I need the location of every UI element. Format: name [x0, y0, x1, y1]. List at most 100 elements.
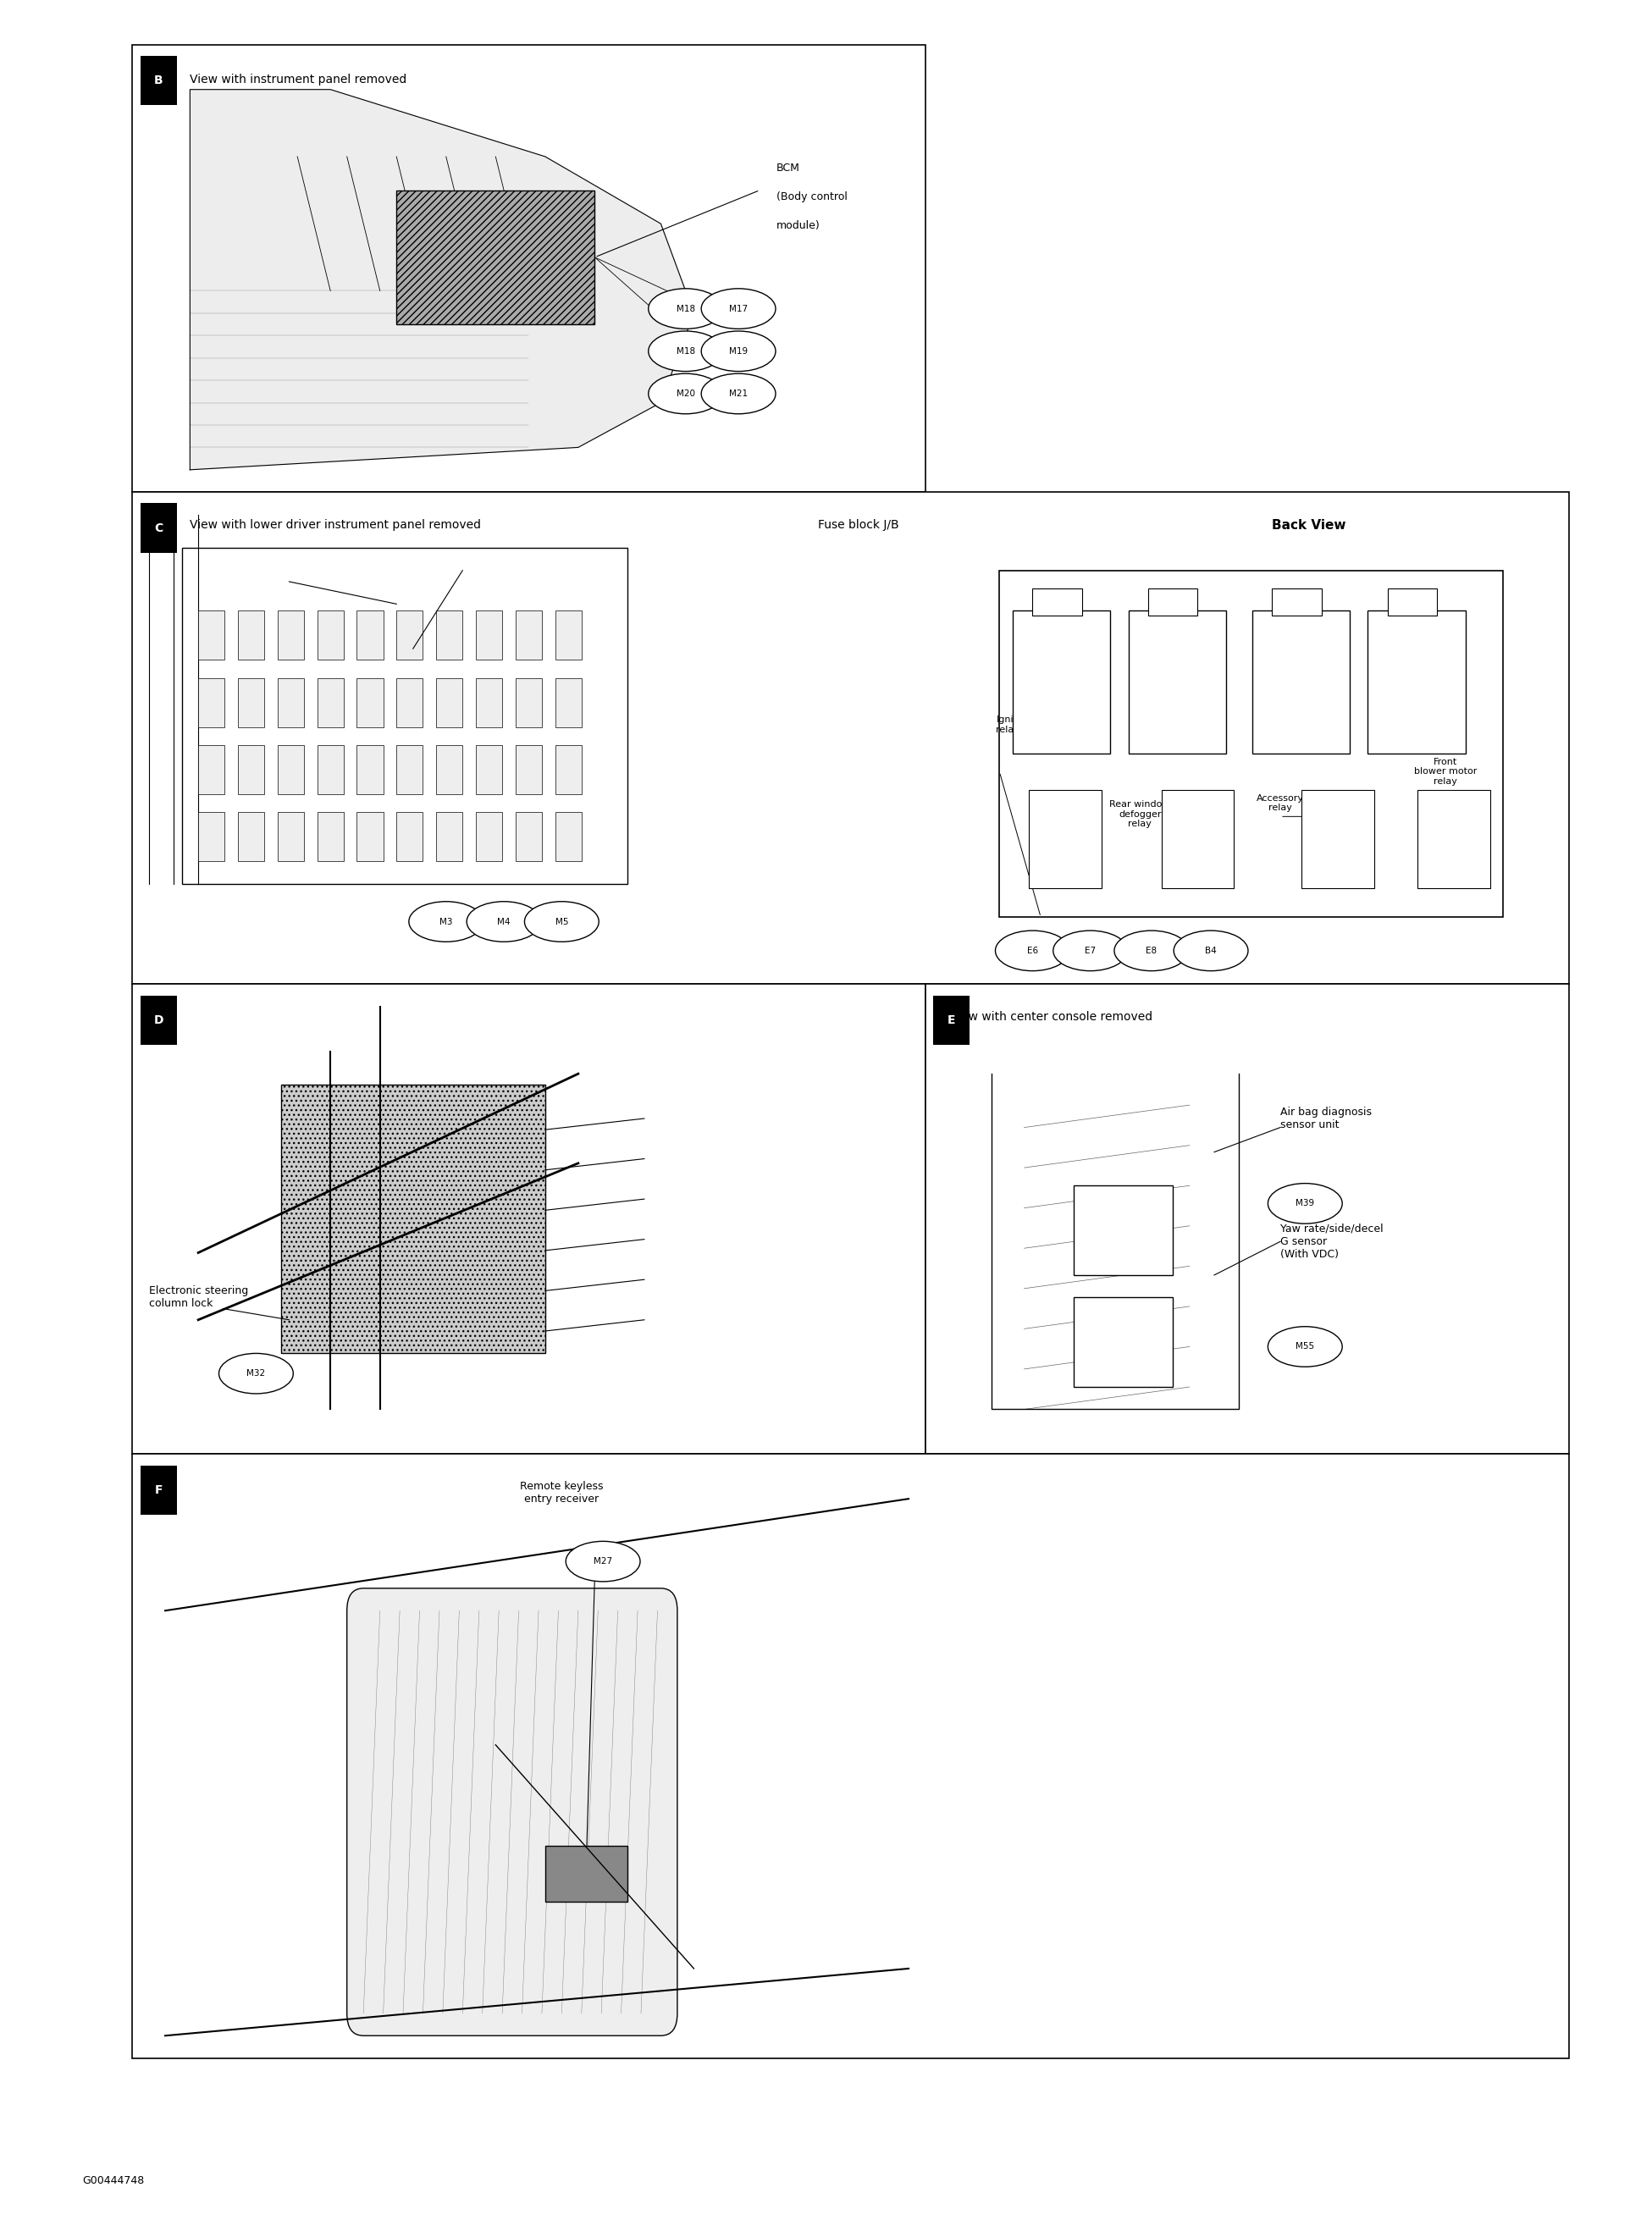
FancyBboxPatch shape: [317, 678, 344, 727]
FancyBboxPatch shape: [396, 611, 423, 660]
Ellipse shape: [1054, 931, 1128, 971]
Polygon shape: [190, 89, 694, 470]
FancyBboxPatch shape: [132, 492, 1569, 984]
Ellipse shape: [702, 289, 776, 329]
Ellipse shape: [648, 289, 724, 329]
FancyBboxPatch shape: [317, 812, 344, 861]
FancyBboxPatch shape: [555, 745, 582, 794]
FancyBboxPatch shape: [140, 503, 177, 553]
Text: M39: M39: [1295, 1199, 1315, 1208]
FancyBboxPatch shape: [140, 1465, 177, 1514]
Text: Back View: Back View: [1272, 519, 1346, 532]
FancyBboxPatch shape: [1417, 790, 1490, 888]
Text: Remote keyless
entry receiver: Remote keyless entry receiver: [520, 1481, 603, 1506]
FancyBboxPatch shape: [436, 812, 463, 861]
FancyBboxPatch shape: [436, 745, 463, 794]
FancyBboxPatch shape: [238, 611, 264, 660]
FancyBboxPatch shape: [436, 678, 463, 727]
Text: Air bag diagnosis
sensor unit: Air bag diagnosis sensor unit: [1280, 1107, 1371, 1130]
Text: M17: M17: [729, 304, 748, 313]
Ellipse shape: [525, 902, 600, 942]
FancyBboxPatch shape: [396, 190, 595, 324]
FancyBboxPatch shape: [1161, 790, 1234, 888]
FancyBboxPatch shape: [1074, 1186, 1173, 1275]
FancyBboxPatch shape: [132, 45, 925, 492]
FancyBboxPatch shape: [1388, 588, 1437, 615]
FancyBboxPatch shape: [515, 611, 542, 660]
Text: M21: M21: [729, 389, 748, 398]
FancyBboxPatch shape: [347, 1588, 677, 2036]
Text: View with lower driver instrument panel removed: View with lower driver instrument panel …: [190, 519, 481, 530]
Ellipse shape: [648, 374, 724, 414]
FancyBboxPatch shape: [1252, 611, 1350, 754]
Text: (With VQ35DE and CVT): (With VQ35DE and CVT): [463, 577, 590, 586]
Text: M4: M4: [497, 917, 510, 926]
FancyBboxPatch shape: [515, 745, 542, 794]
FancyBboxPatch shape: [1302, 790, 1374, 888]
FancyBboxPatch shape: [515, 812, 542, 861]
FancyBboxPatch shape: [396, 745, 423, 794]
Ellipse shape: [995, 931, 1070, 971]
FancyBboxPatch shape: [278, 812, 304, 861]
FancyBboxPatch shape: [925, 984, 1569, 1454]
Ellipse shape: [1113, 931, 1189, 971]
Text: C: C: [154, 521, 164, 535]
FancyBboxPatch shape: [278, 611, 304, 660]
FancyBboxPatch shape: [357, 678, 383, 727]
Text: G00444748: G00444748: [83, 2177, 145, 2186]
Text: B4: B4: [1204, 946, 1218, 955]
FancyBboxPatch shape: [1029, 790, 1102, 888]
FancyBboxPatch shape: [198, 812, 225, 861]
Ellipse shape: [565, 1541, 641, 1582]
FancyBboxPatch shape: [476, 812, 502, 861]
Ellipse shape: [702, 374, 776, 414]
FancyBboxPatch shape: [357, 611, 383, 660]
Text: module): module): [776, 221, 821, 230]
Text: M55: M55: [1295, 1342, 1315, 1351]
Text: M5: M5: [555, 917, 568, 926]
FancyBboxPatch shape: [1032, 588, 1082, 615]
Text: E8: E8: [1146, 946, 1156, 955]
FancyBboxPatch shape: [140, 995, 177, 1045]
Ellipse shape: [220, 1353, 294, 1394]
FancyBboxPatch shape: [132, 1454, 1569, 2058]
Text: E6: E6: [1028, 946, 1037, 955]
Text: D: D: [154, 1013, 164, 1027]
Ellipse shape: [468, 902, 542, 942]
FancyBboxPatch shape: [555, 812, 582, 861]
Text: M27: M27: [593, 1557, 613, 1566]
Text: Back-up lamp relay: Back-up lamp relay: [463, 550, 565, 559]
Text: BCM: BCM: [776, 163, 800, 172]
Ellipse shape: [648, 331, 724, 371]
FancyBboxPatch shape: [238, 745, 264, 794]
FancyBboxPatch shape: [198, 678, 225, 727]
FancyBboxPatch shape: [555, 611, 582, 660]
FancyBboxPatch shape: [238, 678, 264, 727]
Ellipse shape: [410, 902, 484, 942]
FancyBboxPatch shape: [182, 548, 628, 884]
FancyBboxPatch shape: [317, 745, 344, 794]
Ellipse shape: [1269, 1327, 1343, 1367]
Text: E7: E7: [1085, 946, 1095, 955]
FancyBboxPatch shape: [1368, 611, 1465, 754]
FancyBboxPatch shape: [1272, 588, 1322, 615]
Text: (Body control: (Body control: [776, 192, 847, 201]
FancyBboxPatch shape: [132, 984, 925, 1454]
Text: Accessory
relay: Accessory relay: [1257, 794, 1303, 812]
FancyBboxPatch shape: [476, 678, 502, 727]
FancyBboxPatch shape: [999, 570, 1503, 917]
FancyBboxPatch shape: [476, 745, 502, 794]
FancyBboxPatch shape: [317, 611, 344, 660]
FancyBboxPatch shape: [140, 56, 177, 105]
Text: M32: M32: [246, 1369, 266, 1378]
FancyBboxPatch shape: [555, 678, 582, 727]
FancyBboxPatch shape: [1148, 588, 1198, 615]
Text: E: E: [948, 1013, 955, 1027]
FancyBboxPatch shape: [396, 678, 423, 727]
Text: Rear window
defogger
relay: Rear window defogger relay: [1110, 801, 1170, 828]
FancyBboxPatch shape: [1013, 611, 1110, 754]
FancyBboxPatch shape: [357, 745, 383, 794]
Text: M3: M3: [439, 917, 453, 926]
FancyBboxPatch shape: [281, 1085, 545, 1353]
FancyBboxPatch shape: [278, 745, 304, 794]
